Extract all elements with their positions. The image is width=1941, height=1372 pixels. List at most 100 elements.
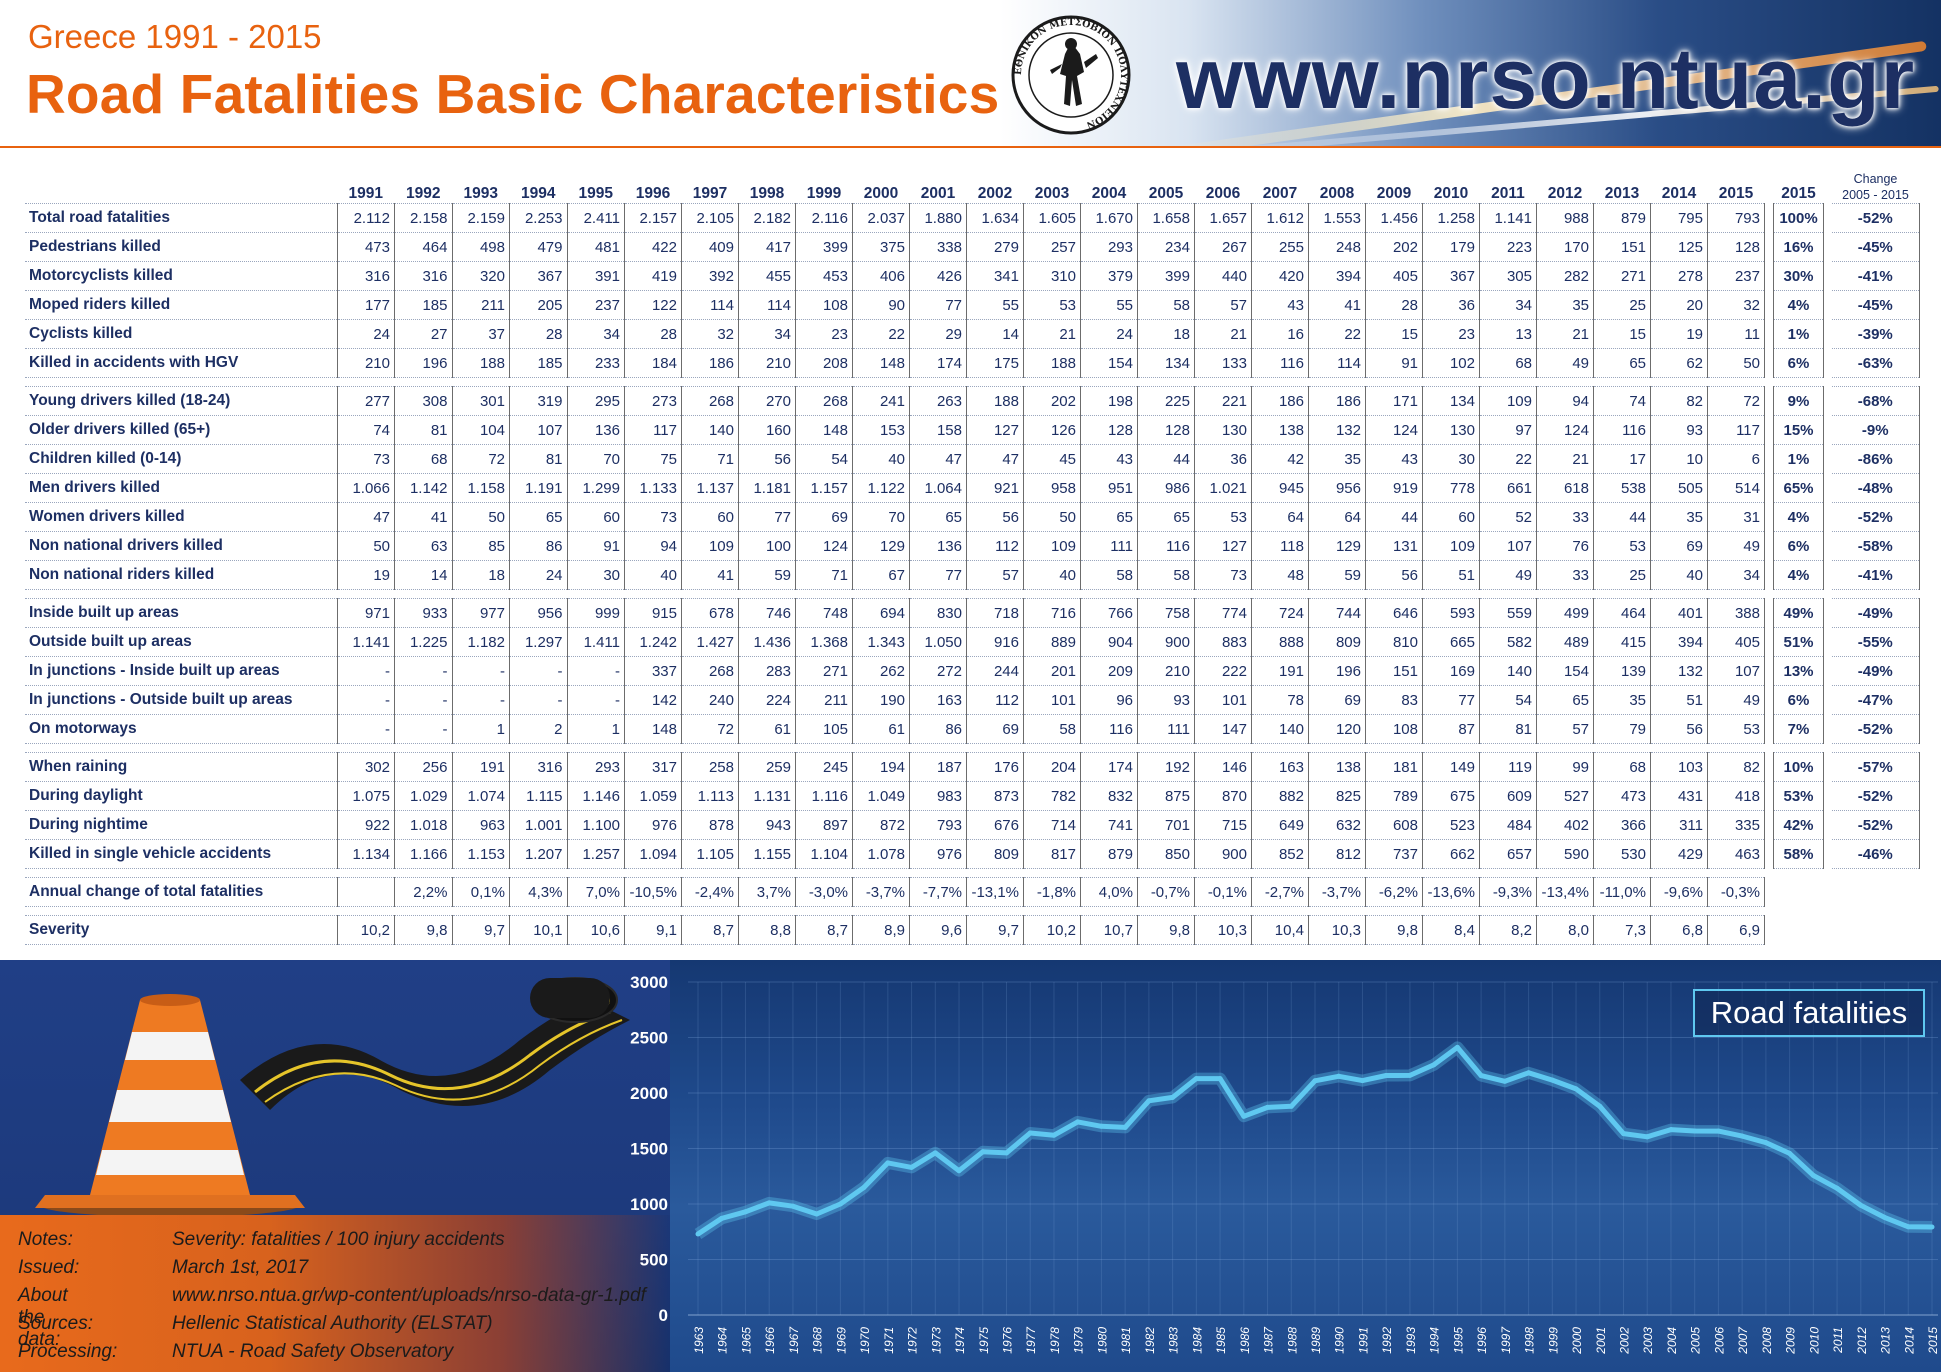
table-cell: -13,4%	[1536, 877, 1594, 907]
table-cell: 35	[1308, 444, 1366, 474]
year-header: 2000	[863, 185, 899, 202]
row-label: In junctions - Outside built up areas	[25, 685, 337, 715]
table-cell: 8,0	[1536, 915, 1594, 945]
table-cell: 1.242	[624, 627, 682, 657]
table-cell: 151	[1365, 656, 1423, 686]
table-cell: 74	[336, 415, 395, 445]
table-cell: 1.158	[451, 473, 510, 503]
table-cell: 140	[681, 415, 739, 445]
table-cell: 116	[1593, 415, 1651, 445]
change-cell: -52%	[1832, 714, 1920, 744]
x-tick-label: 1966	[763, 1327, 777, 1354]
table-cell: 308	[394, 386, 452, 416]
table-cell: 224	[738, 685, 796, 715]
table-cell: 916	[966, 627, 1024, 657]
table-cell: 59	[738, 560, 796, 590]
table-cell: 1.880	[909, 203, 967, 233]
table-cell: 8,4	[1422, 915, 1480, 945]
table-cell: 258	[681, 752, 739, 782]
table-cell: -	[566, 685, 625, 715]
table-cell: 127	[966, 415, 1024, 445]
table-cell: 107	[1479, 531, 1537, 561]
table-cell: 54	[795, 444, 853, 474]
table-cell: 53	[1194, 502, 1252, 532]
table-cell: 394	[1650, 627, 1708, 657]
table-cell: 128	[1080, 415, 1138, 445]
table-cell: 1.137	[681, 473, 739, 503]
table-cell: 273	[624, 386, 682, 416]
table-cell: 649	[1251, 810, 1309, 840]
table-cell: 2.037	[852, 203, 910, 233]
x-tick-label: 2008	[1760, 1327, 1774, 1355]
row-label: Motorcyclists killed	[25, 261, 337, 291]
table-cell: 248	[1308, 232, 1366, 262]
table-row: On motorways - -1 2 1 148 72 61 105 61 86 69 58 116 11…	[25, 714, 1920, 744]
table-cell: 116	[1137, 531, 1195, 561]
table-cell: 211	[451, 290, 510, 320]
table-cell: 632	[1308, 810, 1366, 840]
table-cell: 36	[1422, 290, 1480, 320]
table-cell: 47	[966, 444, 1024, 474]
x-tick-label: 1975	[977, 1327, 991, 1354]
table-cell: 103	[1650, 752, 1708, 782]
spacer	[1765, 416, 1774, 445]
table-cell: -2,7%	[1251, 877, 1309, 907]
table-cell: 188	[1023, 348, 1081, 378]
table-cell: 194	[852, 752, 910, 782]
table-cell: -	[336, 685, 395, 715]
table-cell: 169	[1422, 656, 1480, 686]
table-cell: 48	[1251, 560, 1309, 590]
table-cell: 204	[1023, 752, 1081, 782]
spacer	[1824, 291, 1833, 320]
spacer	[1765, 715, 1774, 744]
table-cell: 402	[1536, 810, 1594, 840]
table-cell: -1,8%	[1023, 877, 1081, 907]
data-point	[695, 1231, 701, 1237]
table-cell: 316	[336, 261, 395, 291]
table-cell: 41	[681, 560, 739, 590]
spacer	[1765, 349, 1774, 378]
data-point	[1621, 1131, 1626, 1137]
x-tick-label: 1963	[692, 1327, 706, 1354]
table-cell: 464	[1593, 598, 1651, 628]
table-cell: 375	[852, 232, 910, 262]
data-point	[1146, 1098, 1152, 1104]
table-cell: 61	[852, 714, 910, 744]
table-cell: 129	[1308, 531, 1366, 561]
data-point	[909, 1164, 915, 1170]
table-cell: 52	[1479, 502, 1537, 532]
table-cell: 7,0%	[566, 877, 625, 907]
table-cell: 678	[681, 598, 739, 628]
table-cell: 977	[451, 598, 510, 628]
row-label: Annual change of total fatalities	[25, 877, 337, 907]
table-cell: 479	[509, 232, 567, 262]
table-cell: 19	[336, 560, 395, 590]
change-cell: -68%	[1832, 386, 1920, 416]
row-label: Pedestrians killed	[25, 232, 337, 262]
table-cell: 662	[1422, 839, 1480, 869]
table-cell: 68	[394, 444, 452, 474]
table-cell: 112	[966, 531, 1024, 561]
x-tick-label: 2002	[1618, 1327, 1632, 1355]
data-point	[1478, 1073, 1484, 1079]
spacer	[1824, 840, 1833, 869]
table-cell: 746	[738, 598, 796, 628]
table-cell: 70	[566, 444, 625, 474]
table-cell: 209	[1080, 656, 1138, 686]
table-cell: 44	[1365, 502, 1423, 532]
spacer	[1765, 204, 1774, 233]
table-cell: 154	[1536, 656, 1594, 686]
table-cell: 741	[1080, 810, 1138, 840]
data-point	[1312, 1078, 1318, 1084]
table-cell: 919	[1365, 473, 1423, 503]
share-2015-cell: 58%	[1773, 839, 1824, 869]
table-cell: 124	[1536, 415, 1594, 445]
table-cell: 109	[1479, 386, 1537, 416]
table-cell: 22	[852, 319, 910, 349]
table-cell: 514	[1707, 473, 1765, 503]
table-cell: 132	[1650, 656, 1708, 686]
table-cell: 81	[1479, 714, 1537, 744]
table-cell: 97	[1479, 415, 1537, 445]
table-cell: 101	[1194, 685, 1252, 715]
table-cell: -3,7%	[852, 877, 910, 907]
